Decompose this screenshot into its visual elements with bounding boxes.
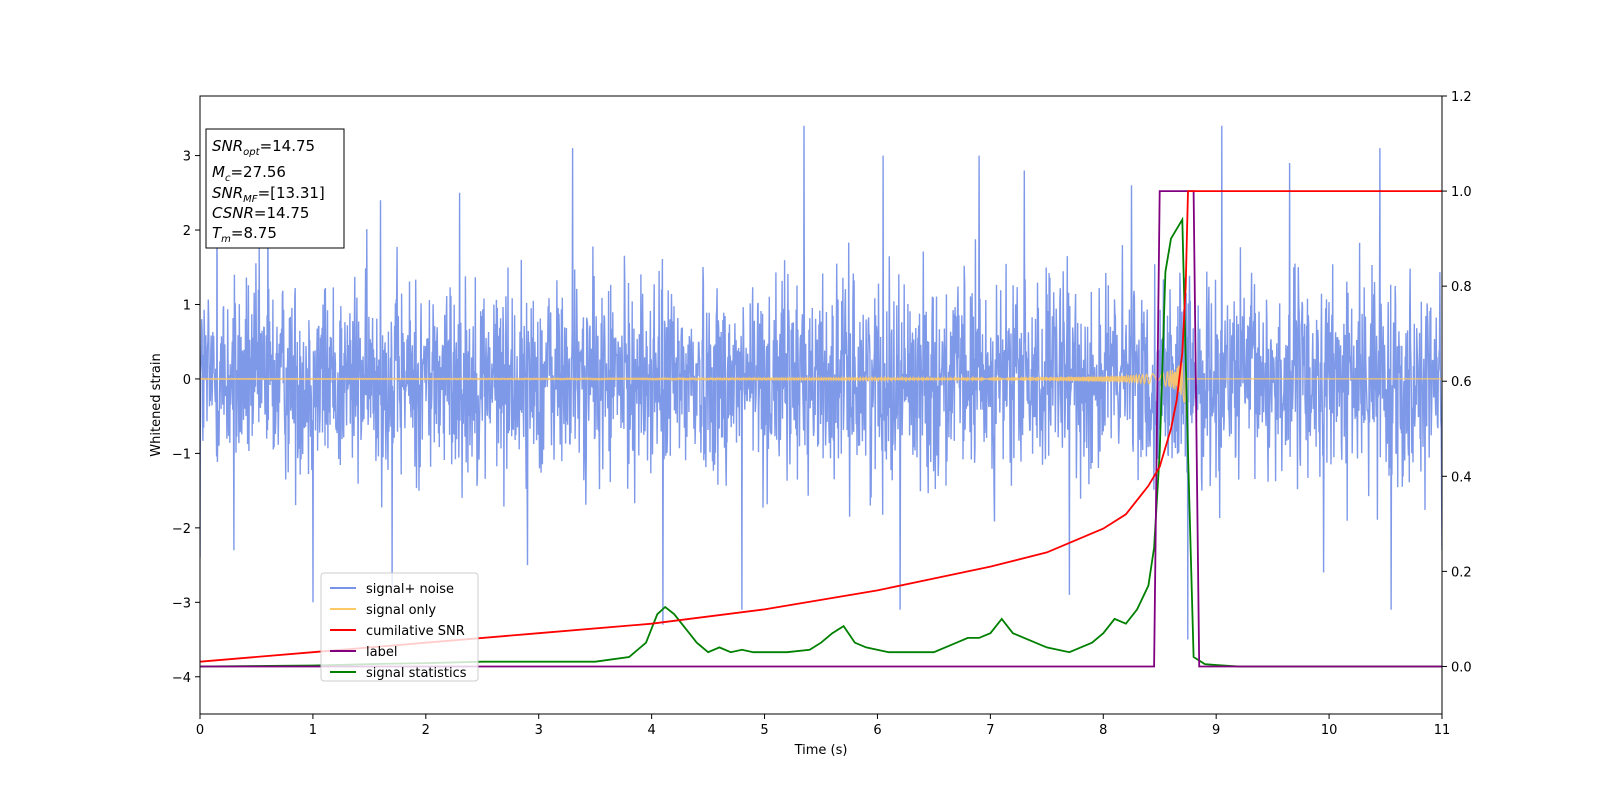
info-snr-mf: SNRMF=[13.31]	[212, 184, 325, 205]
plot-frame	[199, 95, 1443, 715]
y-axis-label: Whitened strain	[149, 353, 164, 456]
info-snr-opt: SNRopt=14.75	[212, 137, 315, 158]
legend-entry: signal statistics	[366, 666, 467, 681]
x-tick-label: 4	[647, 723, 655, 738]
info-mc: Mc=27.56	[212, 163, 286, 184]
y2-tick-label: 1.0	[1451, 185, 1472, 200]
signal-only-line	[200, 350, 1442, 416]
legend-frame	[320, 572, 479, 682]
y-axis-right: 0.0 0.2 0.4 0.6 0.8 1.0 1.2	[1442, 90, 1472, 675]
info-tm: Tm=8.75	[212, 224, 277, 245]
legend-entry: signal+ noise	[366, 582, 454, 597]
x-tick-label: 1	[309, 723, 317, 738]
cumilative-snr-line	[200, 190, 1442, 663]
x-axis-label: Time (s)	[794, 743, 848, 758]
y-tick-label: 0	[183, 373, 191, 388]
y2-tick-label: 0.8	[1451, 280, 1472, 295]
y-tick-label: −1	[172, 447, 191, 462]
signal-only-series	[200, 350, 1442, 416]
x-tick-label: 10	[1321, 723, 1338, 738]
x-axis: 0 1 2 3 4 5 6 7 8 9 10 11	[196, 714, 1450, 738]
info-box-frame	[205, 128, 345, 249]
y-tick-label: 1	[183, 298, 191, 313]
x-tick-label: 7	[986, 723, 994, 738]
y2-tick-label: 0.6	[1451, 375, 1472, 390]
legend-entry: cumilative SNR	[366, 624, 465, 639]
x-tick-label: 6	[873, 723, 881, 738]
y2-tick-label: 1.2	[1451, 90, 1472, 105]
y2-tick-label: 0.4	[1451, 470, 1472, 485]
y-tick-label: −4	[172, 671, 191, 686]
y-tick-label: 3	[183, 150, 191, 165]
x-tick-label: 11	[1434, 723, 1451, 738]
y-tick-label: 2	[183, 224, 191, 239]
signal-plus-noise-line	[200, 125, 1442, 640]
x-tick-label: 2	[422, 723, 430, 738]
y2-tick-label: 0.0	[1451, 660, 1472, 675]
legend-entry: signal only	[366, 603, 436, 618]
legend: signal+ noise signal only cumilative SNR la…	[320, 572, 479, 682]
x-tick-label: 5	[760, 723, 768, 738]
x-tick-label: 3	[535, 723, 543, 738]
y-axis-left: −4 −3 −2 −1 0 1 2 3	[172, 150, 200, 686]
y2-tick-label: 0.2	[1451, 565, 1472, 580]
info-box: SNRopt=14.75 Mc=27.56 SNRMF=[13.31] CSNR…	[205, 128, 345, 249]
x-tick-label: 0	[196, 723, 204, 738]
label-line	[200, 190, 1442, 668]
signal-statistics-line	[200, 216, 1442, 668]
info-csnr: CSNR=14.75	[212, 204, 309, 222]
signal-plus-noise-series	[200, 125, 1442, 640]
right-axis-series	[200, 190, 1442, 668]
y-tick-label: −2	[172, 522, 191, 537]
legend-entry: label	[366, 645, 397, 660]
y-tick-label: −3	[172, 596, 191, 611]
x-tick-label: 8	[1099, 723, 1107, 738]
x-tick-label: 9	[1212, 723, 1220, 738]
